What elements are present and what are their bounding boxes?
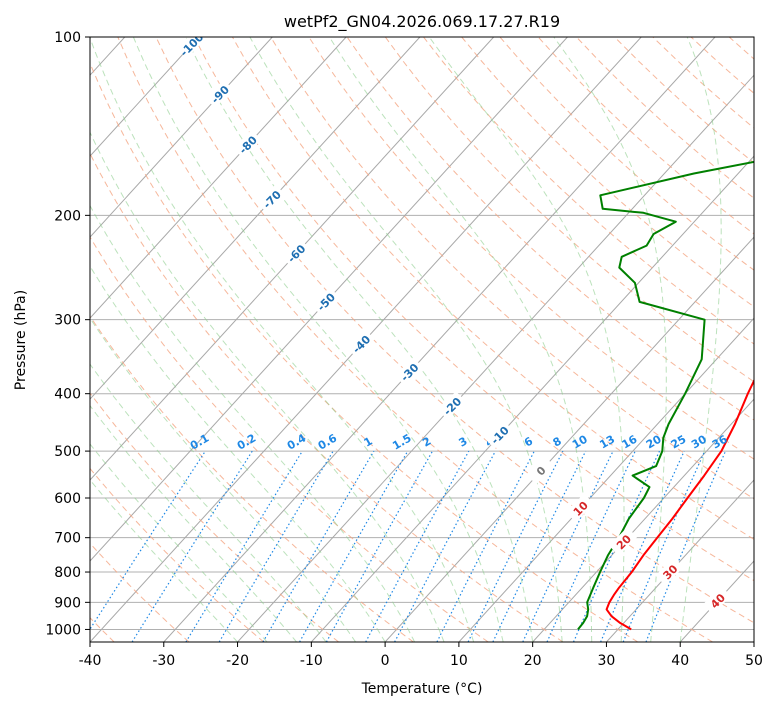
chart-title: wetPf2_GN04.2026.069.17.27.R19 <box>284 12 560 32</box>
mixing-ratio-line <box>185 450 303 642</box>
axes: -40 -30 -20 -10 0 10 20 30 40 50 100 200 300 400 500 60… <box>45 30 763 669</box>
isotherm-label-bg <box>608 527 638 556</box>
isotherm-label-bg <box>257 184 286 213</box>
y-axis-title: Pressure (hPa) <box>13 290 29 390</box>
mixing-ratio-line <box>365 450 470 642</box>
moist-adiabat <box>428 37 625 642</box>
dry-adiabat <box>270 37 754 500</box>
mixing-ratio-line <box>325 450 434 642</box>
isotherm-line <box>237 74 754 642</box>
grid-layer <box>90 37 754 642</box>
moist-adiabat <box>90 443 268 642</box>
dry-adiabat <box>90 542 190 642</box>
moist-adiabat <box>553 37 667 642</box>
y-tick-label: 200 <box>54 208 81 224</box>
x-tick-label: -10 <box>300 653 323 669</box>
isotherm-label-bg <box>526 456 555 485</box>
y-tick-label: 1000 <box>45 622 81 638</box>
isotherm-line <box>90 37 199 157</box>
plot-frame <box>89 36 755 643</box>
x-tick-label: -20 <box>226 653 249 669</box>
isotherm-label-bg <box>311 287 340 316</box>
moist-adiabat <box>90 131 445 642</box>
isotherm-label-bg <box>394 357 424 386</box>
plot-area: 0.10.20.40.611.52346810131620253036-100-… <box>90 37 754 642</box>
moist-adiabat <box>132 37 504 642</box>
dry-adiabat <box>90 235 489 642</box>
y-tick-label: 700 <box>54 531 81 547</box>
dry-adiabat <box>193 37 754 582</box>
moist-adiabat <box>90 317 357 642</box>
isotherm-label-bg <box>702 586 732 615</box>
x-tick-label: 10 <box>450 653 468 669</box>
dry-adiabat <box>90 467 265 642</box>
isotherm-line <box>163 37 716 642</box>
isotherm-label-bg <box>484 420 514 449</box>
x-tick-label: 20 <box>524 653 542 669</box>
x-axis-title: Temperature (°C) <box>361 681 483 697</box>
x-tick-label: -40 <box>79 653 102 669</box>
isotherm-label-bg <box>176 37 206 59</box>
moist-adiabat <box>90 204 416 642</box>
dry-adiabat <box>90 392 339 642</box>
isotherm-line <box>384 236 754 642</box>
mixing-ratio-line <box>467 450 564 642</box>
y-tick-label: 800 <box>54 565 81 581</box>
isotherm-line <box>90 37 568 562</box>
moist-adiabat <box>328 37 593 642</box>
moist-adiabat <box>90 37 475 642</box>
dry-adiabat <box>117 37 713 642</box>
sounding-series <box>577 160 754 631</box>
mixing-ratio-line <box>394 450 496 642</box>
x-tick-label: 50 <box>745 653 763 669</box>
moist-adiabat <box>90 479 238 642</box>
isotherm-line <box>90 37 273 238</box>
temperature-line <box>605 378 754 631</box>
x-tick-label: 30 <box>598 653 616 669</box>
y-tick-label: 400 <box>54 387 81 403</box>
isotherm-label-bg <box>565 493 594 522</box>
x-tick-label: -30 <box>152 653 175 669</box>
isotherm-line <box>90 37 421 400</box>
moist-adiabat <box>90 265 386 642</box>
dry-adiabat <box>461 37 754 308</box>
mixing-ratio-line <box>622 450 706 642</box>
isotherm-label-bg <box>346 329 375 358</box>
y-tick-label: 600 <box>54 491 81 507</box>
dry-adiabat <box>308 37 754 460</box>
mixing-ratio-line <box>572 450 661 642</box>
mixing-ratio-line <box>600 450 685 642</box>
isotherm-label-bg <box>437 391 466 420</box>
dry-adiabat <box>231 37 754 540</box>
moist-adiabat <box>249 37 563 642</box>
isotherm-line <box>606 479 754 642</box>
moist-adiabat <box>185 37 534 642</box>
mixing-ratio-line <box>299 450 409 642</box>
y-tick-label: 300 <box>54 313 81 329</box>
moist-adiabat <box>90 404 297 642</box>
dry-adiabat <box>90 152 564 642</box>
mixing-ratio-line <box>436 450 535 642</box>
moist-adiabat <box>679 37 722 642</box>
isotherm-label-bg <box>233 129 262 159</box>
x-tick-label: 0 <box>381 653 390 669</box>
isotherm-label-bg <box>655 557 684 586</box>
y-tick-label: 900 <box>54 595 81 611</box>
y-tick-label: 500 <box>54 444 81 460</box>
mixing-ratio-line <box>90 450 206 631</box>
isotherm-line <box>90 37 495 481</box>
isotherm-label-bg <box>281 238 310 267</box>
x-tick-label: 40 <box>671 653 689 669</box>
mixing-ratio-lines <box>90 450 727 642</box>
dewpoint-line <box>577 160 754 631</box>
moist-adiabat <box>90 363 327 642</box>
y-tick-label: 100 <box>54 30 81 46</box>
isotherm-label-bg <box>205 79 234 108</box>
mixing-ratio-line <box>131 450 253 642</box>
